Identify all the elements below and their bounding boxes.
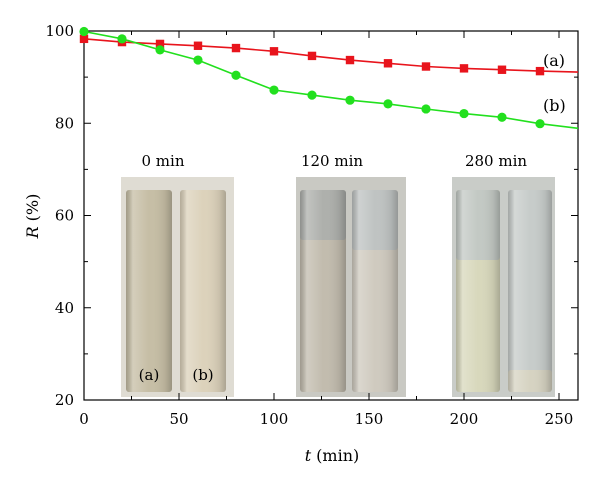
data-point-a <box>497 65 507 74</box>
y-tick-label: 20 <box>55 391 74 409</box>
photo-label-280min: 280 min <box>465 152 527 170</box>
x-axis-label: t (min) <box>305 446 360 465</box>
x-tick-label: 100 <box>260 410 289 428</box>
data-point-a <box>345 55 355 65</box>
inset-photos: (a) (b) 0 min 120 min 280 min <box>121 152 555 397</box>
data-point-b <box>307 90 317 100</box>
series-label-a: (a) <box>543 51 565 70</box>
y-tick-label: 60 <box>55 207 74 225</box>
y-axis-var: R <box>23 226 42 239</box>
data-point-b <box>269 85 279 95</box>
x-axis-var: t <box>305 446 312 465</box>
x-tick-label: 0 <box>79 410 89 428</box>
data-point-b <box>345 95 355 105</box>
x-tick-label: 250 <box>545 410 574 428</box>
data-point-a <box>79 34 89 44</box>
data-point-a <box>231 43 241 53</box>
photo-label-0min: 0 min <box>142 152 185 170</box>
photo-280min <box>452 177 555 397</box>
data-point-a <box>383 59 393 68</box>
x-axis-unit: (min) <box>316 446 359 465</box>
data-point-a <box>535 66 545 76</box>
x-tick-label: 50 <box>169 410 188 428</box>
data-point-b <box>421 104 431 114</box>
data-point-b <box>79 26 89 37</box>
data-point-b <box>459 108 469 119</box>
data-point-b <box>193 55 203 65</box>
x-tick-label: 200 <box>450 410 479 428</box>
photo-120min <box>296 177 406 397</box>
y-axis-unit: (%) <box>23 194 42 222</box>
data-point-b <box>155 45 165 55</box>
series-label-b: (b) <box>543 96 566 115</box>
data-point-b <box>497 112 507 122</box>
y-tick-label: 100 <box>45 22 74 40</box>
data-point-a <box>421 62 431 71</box>
data-point-a <box>269 47 279 56</box>
series-layer <box>79 26 579 130</box>
axes: 0 50 100 150 200 250 20 40 60 80 100 <box>45 22 579 428</box>
series-line-0 <box>83 38 579 73</box>
y-axis-label: R (%) <box>23 194 42 240</box>
tube-label-a: (a) <box>139 366 160 384</box>
x-tick-label: 150 <box>355 410 384 428</box>
photo-label-120min: 120 min <box>301 152 363 170</box>
data-point-b <box>535 119 545 129</box>
data-point-b <box>117 34 127 44</box>
data-point-a <box>155 39 165 49</box>
data-point-a <box>459 64 469 73</box>
y-tick-label: 40 <box>55 299 74 317</box>
series-line-1 <box>83 30 579 130</box>
data-point-a <box>307 51 317 61</box>
data-point-a <box>193 41 203 50</box>
y-tick-label: 80 <box>55 114 74 132</box>
photo-0min: (a) (b) <box>121 177 234 397</box>
data-point-b <box>383 99 393 109</box>
data-point-b <box>231 70 241 80</box>
tube-label-b: (b) <box>192 366 213 384</box>
